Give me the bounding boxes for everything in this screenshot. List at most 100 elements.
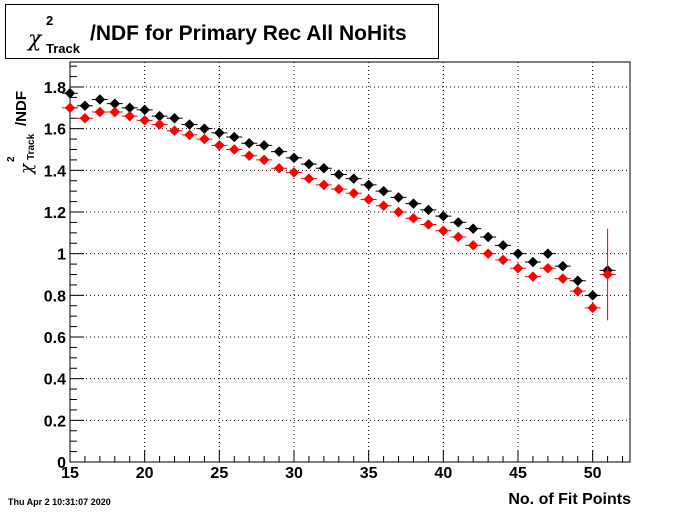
data-point (527, 256, 539, 268)
data-point (482, 248, 494, 260)
data-point (497, 254, 509, 266)
data-point (333, 169, 345, 180)
data-point (408, 212, 419, 224)
y-tick-label: 0.8 (44, 288, 66, 305)
title-superscript: 2 (46, 13, 54, 28)
data-point (378, 185, 389, 197)
data-point (542, 262, 554, 274)
y-tick-label: 1 (57, 247, 66, 264)
data-point (557, 260, 569, 272)
x-tick-label: 45 (509, 465, 527, 482)
data-point (273, 146, 285, 157)
data-point (109, 106, 121, 118)
timestamp: Thu Apr 2 10:31:07 2020 (8, 497, 111, 507)
data-point (437, 225, 449, 237)
y-tick-label: 0.6 (44, 330, 66, 347)
data-point (303, 173, 315, 185)
data-point (258, 139, 270, 151)
data-point (288, 152, 300, 164)
y-tick-label: 0.2 (44, 413, 66, 430)
data-point (512, 248, 524, 260)
title-chi-symbol: χ (28, 27, 42, 52)
data-point (243, 150, 255, 162)
x-tick-label: 30 (285, 465, 303, 482)
data-point (64, 102, 76, 114)
data-point (169, 112, 180, 124)
data-point (452, 217, 464, 228)
y-tick-label: 1.6 (44, 122, 66, 139)
y-label-superscript: 2 (6, 156, 17, 162)
title-text: /NDF for Primary Rec All NoHits (90, 22, 407, 45)
data-point (64, 87, 76, 99)
data-point (303, 158, 315, 170)
data-point (199, 123, 210, 135)
data-point (467, 223, 479, 235)
data-point (348, 187, 360, 199)
data-point (393, 192, 404, 203)
data-point (557, 273, 569, 285)
data-point (452, 231, 464, 243)
data-point (363, 194, 375, 205)
x-tick-label: 25 (210, 465, 228, 482)
y-tick-label: 1.4 (44, 163, 66, 180)
data-point (423, 204, 434, 216)
data-point (139, 114, 151, 126)
y-label-text: /NDF (13, 91, 30, 126)
data-point (587, 289, 599, 301)
data-point (228, 131, 240, 143)
data-point (437, 210, 449, 222)
x-tick-label: 15 (61, 465, 79, 482)
data-point (527, 271, 539, 282)
data-point (154, 119, 165, 130)
data-point (423, 219, 434, 230)
data-point (139, 104, 151, 116)
x-tick-label: 20 (136, 465, 154, 482)
data-point (572, 285, 584, 297)
data-point (602, 269, 613, 280)
data-point (243, 137, 255, 149)
data-point (348, 173, 360, 185)
data-point (213, 139, 225, 151)
data-point (467, 239, 479, 251)
y-tick-label: 1.8 (44, 80, 66, 97)
data-point (288, 167, 300, 178)
data-point (333, 183, 345, 195)
plot-frame (69, 61, 631, 463)
data-point (482, 231, 494, 243)
x-axis-label: No. of Fit Points (508, 491, 631, 508)
data-point (318, 179, 330, 191)
data-point (572, 275, 584, 287)
data-point (363, 179, 375, 191)
y-axis-label: χ 2 Track /NDF (4, 64, 38, 174)
data-point (79, 112, 91, 124)
y-tick-label: 0 (57, 455, 66, 472)
data-point (184, 129, 195, 141)
data-point (94, 94, 106, 105)
data-point (124, 110, 136, 122)
data-point (497, 239, 509, 251)
y-tick-label: 0.4 (44, 372, 66, 389)
data-point (318, 162, 330, 174)
x-tick-label: 50 (584, 465, 602, 482)
data-point (79, 100, 91, 112)
data-point (408, 198, 419, 210)
data-point (258, 154, 270, 166)
data-point (512, 262, 524, 274)
data-point (378, 200, 389, 212)
chart-title: χ 2 Track /NDF for Primary Rec All NoHit… (5, 4, 439, 59)
data-point (199, 133, 210, 145)
y-label-chi-symbol: χ (17, 163, 37, 174)
title-subscript: Track (46, 41, 80, 56)
data-point (273, 162, 285, 174)
data-point (542, 248, 554, 260)
data-point (587, 302, 599, 314)
y-tick-label: 1.2 (44, 205, 66, 222)
y-label-subscript: Track (26, 133, 37, 160)
data-point (393, 206, 404, 218)
x-tick-label: 40 (434, 465, 452, 482)
data-point (213, 127, 225, 139)
data-point (184, 119, 195, 130)
data-point (228, 144, 240, 155)
data-point (94, 106, 106, 118)
